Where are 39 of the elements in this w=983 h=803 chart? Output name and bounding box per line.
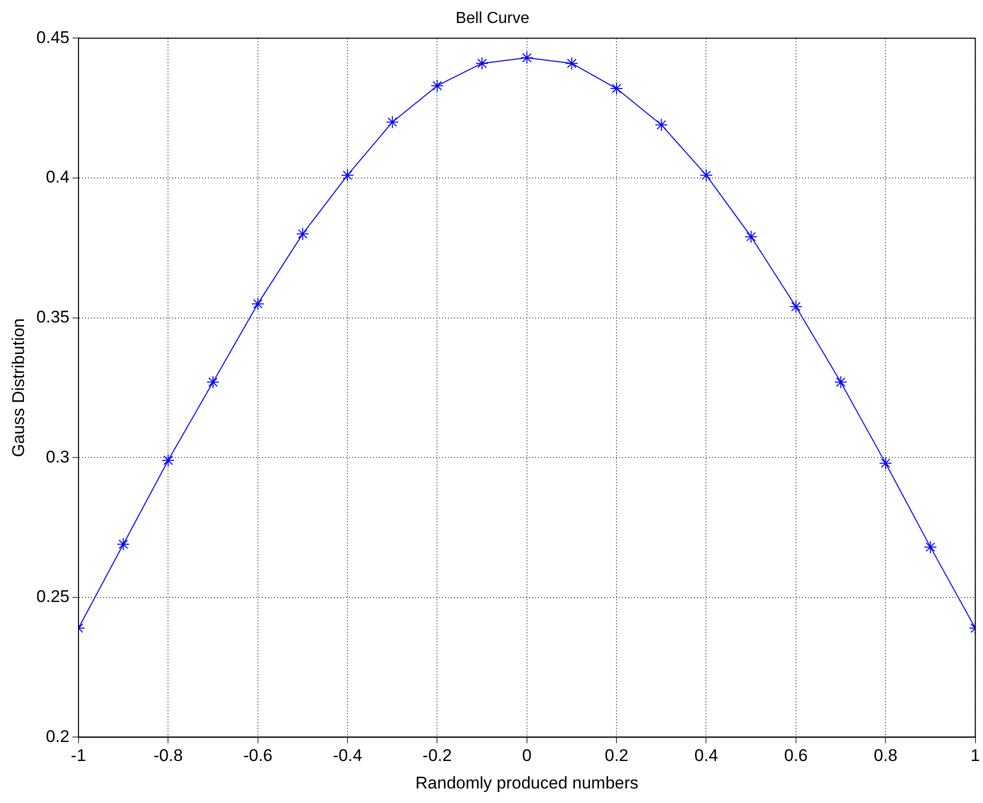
point <box>430 79 444 92</box>
y-axis-title: Gauss Distribution <box>8 318 28 458</box>
point <box>610 82 624 96</box>
chart-title: Bell Curve <box>456 10 530 28</box>
y-tick-label: 0.25 <box>36 587 70 606</box>
point <box>251 297 264 310</box>
point <box>341 168 354 182</box>
y-tick-label: 0.4 <box>46 168 70 187</box>
point <box>386 116 399 129</box>
y-tick-label: 0.3 <box>46 447 70 466</box>
x-tick-label: 0.6 <box>784 746 808 766</box>
point <box>520 51 534 64</box>
point <box>879 456 892 470</box>
y-tick-label: 0.35 <box>36 307 70 326</box>
point <box>476 56 489 70</box>
point <box>834 376 848 389</box>
y-tick-label: 0.45 <box>36 28 70 47</box>
x-tick-label: 0 <box>522 746 532 766</box>
point <box>116 538 130 551</box>
x-axis-title: Randomly produced numbers <box>415 773 638 792</box>
point <box>789 300 802 314</box>
point <box>744 230 758 244</box>
point <box>162 454 175 467</box>
x-tick-label: -1 <box>70 746 86 766</box>
point <box>654 118 668 132</box>
x-tick-label: -0.6 <box>243 746 272 766</box>
y-tick-label: 0.2 <box>46 726 70 746</box>
x-tick-label: 1 <box>970 746 980 766</box>
x-tick-label: 0.8 <box>874 746 898 766</box>
point <box>206 376 220 389</box>
point <box>700 168 713 182</box>
x-tick-label: 0.2 <box>604 746 628 766</box>
x-tick-label: -0.8 <box>154 746 183 766</box>
x-tick-label: 0.4 <box>694 746 718 766</box>
point <box>296 227 310 240</box>
point <box>924 540 937 554</box>
point <box>565 56 578 70</box>
x-tick-label: -0.4 <box>332 746 362 766</box>
x-tick-label: -0.2 <box>422 746 452 766</box>
